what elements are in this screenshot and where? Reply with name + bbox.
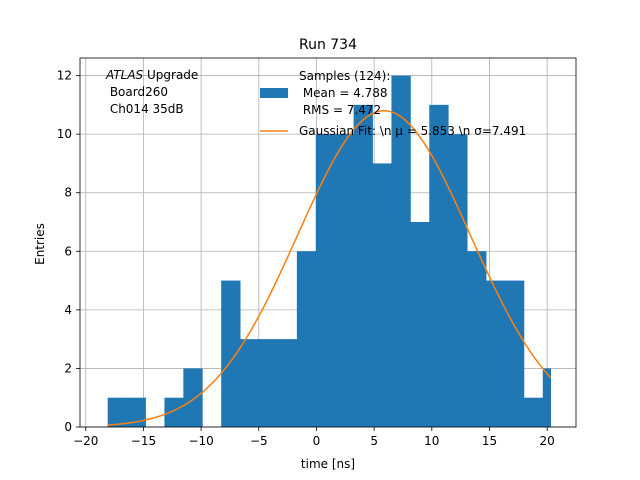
histogram-bar [259, 339, 279, 427]
y-tick-label: 6 [64, 244, 72, 258]
histogram-bar [126, 397, 146, 427]
y-tick-label: 4 [64, 303, 72, 317]
histogram-bar [410, 222, 430, 427]
histogram-bar [296, 251, 317, 427]
legend-hist-line-3: RMS = 7.472 [299, 103, 381, 117]
x-tick-label: 10 [424, 434, 439, 448]
histogram-bar [542, 368, 552, 427]
x-tick-label: −20 [73, 434, 98, 448]
histogram-bar [221, 280, 241, 427]
histogram-bar [183, 368, 203, 427]
histogram-bar [277, 339, 298, 427]
fit-curve [107, 109, 552, 426]
annotation-atlas: ATLAS [105, 68, 144, 82]
annotation-upgrade: Upgrade [143, 68, 198, 82]
x-tick-label: 20 [540, 434, 555, 448]
axes: −20 −15 −10 −5 0 5 10 15 20 0 2 4 6 8 10 12 [57, 57, 577, 448]
legend-hist-line-1: Samples (124): [299, 69, 390, 83]
annotation-line-1: ATLAS Upgrade [105, 68, 198, 82]
x-tick-label: 0 [313, 434, 321, 448]
histogram-bar [467, 251, 487, 427]
y-tick-label: 10 [57, 127, 72, 141]
y-tick-label: 2 [64, 361, 72, 375]
atlas-annotation: ATLAS Upgrade Board260 Ch014 35dB [105, 68, 198, 116]
histogram-bar [107, 397, 128, 427]
histogram-bar [334, 134, 355, 427]
legend: Samples (124): Mean = 4.788 RMS = 7.472 … [260, 69, 526, 138]
x-tick-label: −15 [131, 434, 156, 448]
chart-title: Run 734 [299, 37, 357, 53]
histogram-bar [523, 397, 544, 427]
histogram-bars [107, 75, 552, 428]
histogram-bar [429, 104, 449, 427]
y-tick-label: 8 [64, 186, 72, 200]
x-axis-label: time [ns] [301, 457, 355, 471]
histogram-bar [486, 280, 506, 427]
gaussian-fit [107, 109, 552, 426]
histogram-bar [504, 280, 525, 427]
x-tick-label: −10 [188, 434, 213, 448]
histogram-bar [372, 163, 392, 427]
y-tick-label: 0 [64, 420, 72, 434]
histogram-bar [240, 339, 260, 427]
y-axis-label: Entries [33, 223, 47, 265]
x-tick-label: 5 [370, 434, 378, 448]
histogram-bar [164, 397, 184, 427]
histogram-bar [391, 75, 411, 428]
histogram-bar [448, 134, 468, 427]
x-tick-label: 15 [482, 434, 497, 448]
y-tick-label: 12 [57, 69, 72, 83]
histogram-bar [353, 104, 373, 427]
annotation-line-2: Board260 [106, 85, 168, 99]
legend-fit-label: Gaussian Fit: \n μ = 5.853 \n σ=7.491 [299, 124, 526, 138]
annotation-line-3: Ch014 35dB [106, 102, 184, 116]
legend-hist-line-2: Mean = 4.788 [299, 86, 388, 100]
plot-frame [79, 57, 577, 428]
legend-hist-swatch [260, 88, 288, 98]
histogram-bar [315, 134, 336, 427]
x-tick-label: −5 [250, 434, 268, 448]
